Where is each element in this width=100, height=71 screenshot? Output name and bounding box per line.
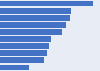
Bar (0, 29, 62, 35)
Bar (0, 36, 51, 42)
Bar (0, 15, 70, 21)
Bar (0, 22, 66, 28)
Bar (0, 8, 71, 14)
Bar (0, 50, 47, 56)
Bar (0, 43, 49, 49)
Bar (0, 1, 93, 6)
Bar (0, 57, 44, 63)
Bar (0, 65, 29, 70)
